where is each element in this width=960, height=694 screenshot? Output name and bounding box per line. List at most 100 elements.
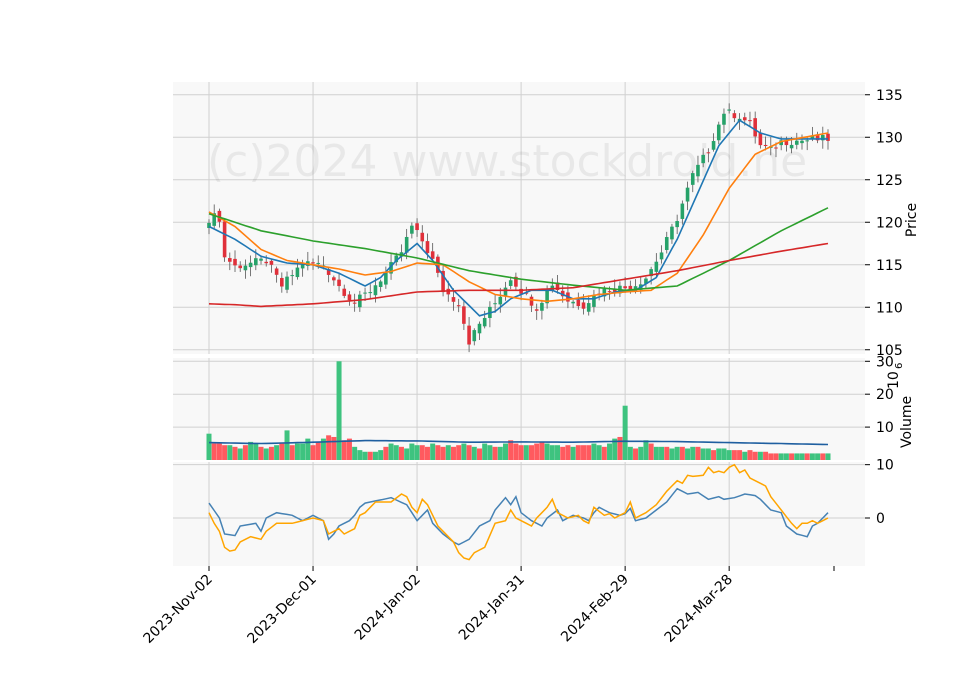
candle-up [248,262,253,268]
volume-bar-down [534,443,540,460]
candle-down [706,152,711,154]
volume-bar-up [700,448,706,460]
volume-bar-up [409,443,415,460]
volume-bar-up [482,443,488,460]
candle-down [238,265,243,269]
volume-bar-down [492,446,498,460]
volume-bar-up [794,453,800,460]
volume-bar-down [601,446,607,460]
oscillator-line-osc_signal [208,463,829,561]
volume-bar-down [560,446,566,460]
volume-bar-up [783,453,789,460]
price-y-axis: 105 110 115 120 125 130 135 [865,88,903,359]
volume-bar-down [216,443,222,460]
candle-down [612,288,617,292]
volume-bar-down [711,450,717,460]
volume-bar-up [721,448,727,460]
volume-bar-up [643,440,649,460]
volume-bar-up [393,445,399,460]
candle-down [607,291,612,293]
volume-bar-down [440,446,446,460]
volume-bar-down [737,450,743,460]
oscillator-tick-label: 0 [876,511,885,527]
volume-bar-down [679,446,685,460]
volume-bar-down [310,445,316,460]
candle-down [352,302,357,304]
candle-down [529,296,534,306]
candle-up [207,222,211,229]
oscillator-y-axis: 0 10 [865,458,894,527]
volume-bar-up [502,443,508,460]
candle-up [649,269,653,277]
volume-bar-up [445,445,451,460]
price-tick-label: 105 [876,343,903,359]
x-tick-label: 2024-Jan-31 [456,572,528,644]
candle-up [498,296,503,305]
x-tick-label: 2023-Dec-01 [244,572,319,647]
volume-bar-down [222,445,228,460]
volume-bar-up [430,443,436,460]
price-panel-background [173,82,865,354]
candle-up [800,140,804,144]
candle-up [685,187,690,202]
candle-up [571,301,575,304]
candle-down [748,120,752,122]
volume-bar-up [294,443,300,460]
candle-up [727,109,731,111]
volume-bar-up [357,450,363,460]
volume-bar-down [289,445,295,460]
volume-bar-down [648,443,654,460]
candle-down [758,133,763,146]
candle-up [722,113,726,125]
volume-bar-up [638,446,644,460]
candle-down [815,134,820,141]
moving-average-ma_mid [208,132,829,303]
candle-up [290,275,295,277]
volume-bar-down [747,450,753,460]
candle-down [217,210,222,222]
volume-bar-down [664,446,670,460]
candle-down [347,294,352,301]
candle-up [493,303,497,305]
price-grid [173,82,865,354]
candle-up [690,173,695,185]
candle-up [602,288,607,297]
candle-up [404,236,409,253]
volume-bar-up [570,446,576,460]
volume-tick-label: 30 [876,354,894,370]
candle-up [368,292,373,294]
candle-up [358,294,362,308]
volume-bar-down [211,443,217,460]
volume-bar-up [253,443,259,460]
candle-up [716,124,721,141]
candle-up [545,290,549,304]
candle-up [633,286,638,290]
volume-bar-up [674,446,680,460]
volume-bar-up [461,443,467,460]
volume-bar-down [242,445,248,460]
volume-bar-up [352,446,358,460]
candle-up [384,272,388,285]
volume-bar-up [206,433,212,460]
candle-up [243,265,248,271]
volume-bar-down [539,441,545,460]
candle-up [540,302,544,311]
volume-y-axis: 10 20 30 [865,354,894,436]
candle-down [264,261,269,264]
volume-bar-up [274,445,280,460]
volume-bar-up [523,445,529,460]
candle-up [644,278,648,284]
candle-down [462,306,466,324]
volume-bar-up [248,441,254,460]
candle-down [441,270,445,293]
candle-down [560,290,565,297]
volume-bar-up [404,448,410,460]
candle-down [555,282,560,291]
volume-bar-down [752,451,758,460]
volume-bar-up [690,446,696,460]
volume-bar-up [388,443,394,460]
volume-bar-up [596,445,602,460]
volume-bar-down [633,448,639,460]
watermark-text: (c)2024 www.stockdroid.ne [207,136,807,187]
